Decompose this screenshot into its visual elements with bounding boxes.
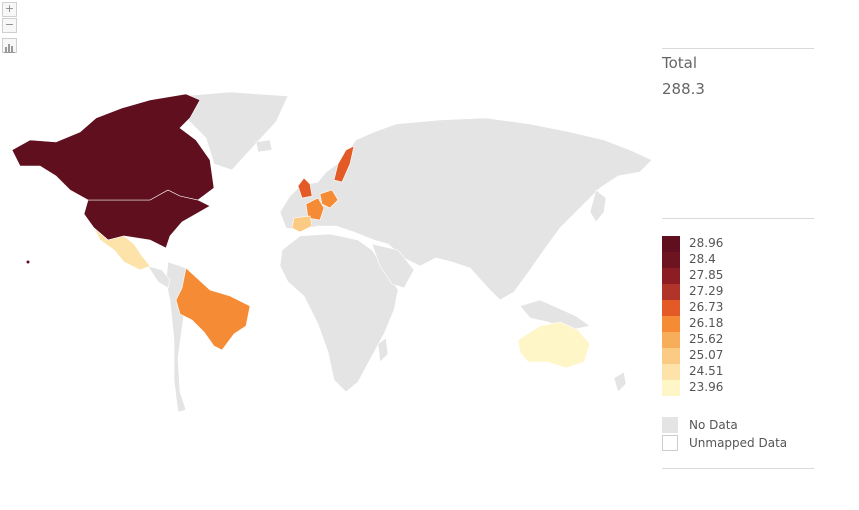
legend-swatch (662, 268, 680, 284)
legend-swatch (662, 236, 680, 252)
legend-bin: 26.73 (662, 300, 812, 318)
legend-bin-label: 27.85 (689, 268, 724, 282)
legend-bin-label: 23.96 (689, 380, 724, 394)
legend-bin: 27.29 (662, 284, 812, 302)
country-canada[interactable] (11, 93, 215, 201)
legend-bin: 27.85 (662, 268, 812, 286)
legend-swatch (662, 380, 680, 396)
legend-bin: 25.62 (662, 332, 812, 350)
legend-bin-label: 27.29 (689, 284, 724, 298)
legend-bin: 23.96 (662, 380, 812, 398)
legend-swatch (662, 252, 680, 268)
legend-bin-label: 26.73 (689, 300, 724, 314)
land-shape (589, 189, 607, 223)
divider (662, 468, 814, 469)
land-shape (519, 299, 591, 331)
choropleth-countries (11, 93, 591, 369)
divider (662, 218, 814, 219)
divider (662, 48, 814, 49)
legend-bin-label: 25.62 (689, 332, 724, 346)
land-shape (613, 371, 627, 393)
bar-chart-icon[interactable] (2, 38, 17, 53)
country-mexico[interactable] (93, 227, 151, 271)
country-united-kingdom[interactable] (297, 177, 313, 199)
land-shape (371, 243, 415, 289)
country-australia[interactable] (517, 321, 591, 369)
no-data-swatch (662, 417, 678, 433)
legend-swatch (662, 332, 680, 348)
land-shape (279, 233, 399, 393)
zoom-in-button[interactable]: + (2, 2, 17, 17)
legend-bin: 28.96 (662, 236, 812, 254)
legend-swatch (662, 300, 680, 316)
legend-bin-label: 26.18 (689, 316, 724, 330)
no-data-label: No Data (689, 418, 738, 432)
legend-swatch (662, 284, 680, 300)
legend-unmapped: Unmapped Data (662, 435, 812, 453)
legend-no-data: No Data (662, 417, 812, 435)
legend-bin-label: 28.96 (689, 236, 724, 250)
country-sweden[interactable] (333, 145, 355, 183)
legend-swatch (662, 316, 680, 332)
country-france[interactable] (305, 197, 325, 221)
country-brazil[interactable] (175, 267, 251, 351)
land-shape (182, 91, 289, 171)
legend-bin: 28.4 (662, 252, 812, 270)
land-shape (147, 265, 171, 289)
country-united-states-hawaii[interactable] (26, 260, 30, 264)
legend-swatch (662, 348, 680, 364)
land-shape (377, 337, 389, 363)
unmapped-label: Unmapped Data (689, 436, 788, 450)
legend-bin-label: 28.4 (689, 252, 716, 266)
legend-swatch (662, 364, 680, 380)
zoom-out-button[interactable]: − (2, 18, 17, 33)
country-spain[interactable] (291, 215, 313, 233)
legend-bin: 26.18 (662, 316, 812, 334)
legend-bin: 24.51 (662, 364, 812, 382)
total-label: Total (662, 54, 698, 72)
legend-bin-label: 24.51 (689, 364, 724, 378)
land-shape (255, 139, 273, 153)
legend-bin-label: 25.07 (689, 348, 724, 362)
country-germany[interactable] (319, 189, 339, 209)
legend-bin: 25.07 (662, 348, 812, 366)
unmapped-swatch (662, 435, 678, 451)
total-value: 288.3 (662, 80, 705, 98)
world-map (11, 91, 653, 413)
no-data-land (147, 91, 653, 413)
zoom-controls: + − (2, 2, 17, 34)
